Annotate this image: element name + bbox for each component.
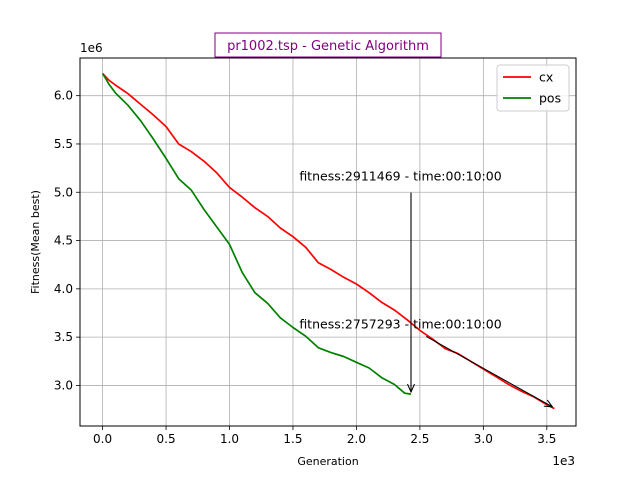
y-tick-label: 4.5 <box>54 234 73 248</box>
y-axis-ticks: 3.0 3.5 4.0 4.5 5.0 5.5 6.0 <box>54 89 80 392</box>
x-multiplier-label: 1e3 <box>552 454 575 468</box>
y-tick-label: 5.0 <box>54 185 73 199</box>
x-tick-label: 1.5 <box>283 432 302 446</box>
series-line-cx <box>101 72 555 410</box>
series-line-pos <box>101 73 412 395</box>
annotation-arrow <box>425 335 552 406</box>
legend: cx pos <box>496 64 570 112</box>
grid <box>80 58 576 426</box>
x-tick-label: 3.5 <box>537 432 556 446</box>
x-axis-label: Generation <box>297 455 358 468</box>
y-tick-label: 5.5 <box>54 137 73 151</box>
y-multiplier-label: 1e6 <box>80 41 103 55</box>
legend-label-pos: pos <box>539 91 561 106</box>
x-axis-ticks: 0.0 0.5 1.0 1.5 2.0 2.5 3.0 3.5 <box>93 426 556 446</box>
x-tick-label: 2.5 <box>410 432 429 446</box>
x-tick-label: 0.5 <box>157 432 176 446</box>
annotation-text: fitness:2757293 - time:00:10:00 <box>299 316 501 331</box>
legend-label-cx: cx <box>539 70 553 85</box>
annotations: fitness:2911469 - time:00:10:00 fitness:2… <box>299 169 552 407</box>
chart-title-border <box>214 32 442 58</box>
x-tick-label: 0.0 <box>93 432 112 446</box>
x-tick-label: 1.0 <box>220 432 239 446</box>
plot-frame <box>79 57 577 427</box>
chart-title-box: pr1002.tsp - Genetic Algorithm <box>214 32 442 58</box>
series-lines <box>101 72 555 410</box>
annotation-text: fitness:2911469 - time:00:10:00 <box>299 169 501 184</box>
y-tick-label: 3.5 <box>54 330 73 344</box>
y-tick-label: 3.0 <box>54 378 73 392</box>
x-tick-label: 3.0 <box>474 432 493 446</box>
y-tick-label: 6.0 <box>54 89 73 103</box>
x-tick-label: 2.0 <box>347 432 366 446</box>
y-axis-label: Fitness(Mean best) <box>29 190 42 294</box>
y-tick-label: 4.0 <box>54 282 73 296</box>
chart-title: pr1002.tsp - Genetic Algorithm <box>227 39 429 54</box>
